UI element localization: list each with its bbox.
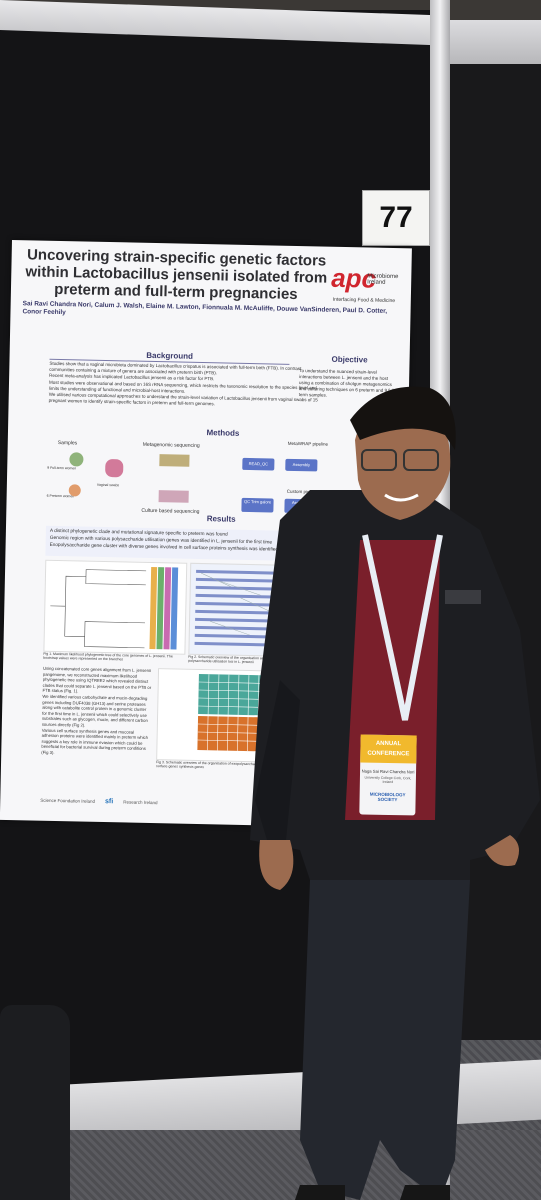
results-side-point: We identified various carbohydrate and m… — [41, 693, 148, 728]
hair — [350, 386, 456, 450]
hand-right — [485, 835, 519, 866]
booth-number-sign: 77 — [362, 190, 430, 246]
shoe-right — [400, 1185, 450, 1200]
fig1-caption: Fig 1. Maximum likelihood phylogenetic t… — [43, 651, 173, 662]
sequencing-icon — [159, 454, 190, 467]
badge-organiser: MICROBIOLOGY SOCIETY — [369, 791, 406, 803]
shoe-left — [295, 1185, 345, 1200]
funder-logo: Research Ireland — [123, 798, 158, 805]
face — [355, 420, 451, 520]
results-side-text: Using concatenated core genes alignment … — [41, 666, 153, 758]
phylogenetic-tree-graphic — [50, 566, 179, 650]
logo-tagline: Interfacing Food & Medicine — [332, 296, 396, 305]
objective-heading: Objective — [331, 354, 368, 365]
methods-label: Metagenomic sequencing — [142, 441, 200, 449]
uterus-icon — [105, 459, 124, 478]
hand-left — [259, 840, 294, 890]
badge-header-line: CONFERENCE — [367, 750, 410, 758]
culture-icon — [158, 490, 189, 503]
board-frame-top-right — [440, 20, 541, 64]
badge-name: Naga Sai Ravi Chandra Nori — [361, 768, 415, 775]
methods-label: Samples — [57, 440, 78, 447]
sample-icon — [69, 452, 84, 467]
methods-label: Vaginal swabs — [96, 482, 120, 488]
funder-logo: Science Foundation Ireland — [40, 797, 96, 804]
jacket-logo — [445, 590, 481, 604]
presenter-person — [250, 386, 540, 1200]
conference-badge: ANNUAL CONFERENCE Naga Sai Ravi Chandra … — [359, 734, 417, 816]
phylogenetic-tree-figure — [43, 559, 188, 655]
results-side-point: Various cell surface synthesis genes and… — [41, 727, 149, 755]
glasses-right — [403, 449, 439, 471]
loci-graphic — [194, 569, 287, 647]
woman-icon — [68, 484, 81, 497]
funder-logo: sfi — [104, 797, 114, 805]
trousers — [300, 880, 470, 1200]
smile — [384, 493, 419, 502]
logo-subtitle: Microbiome Ireland — [367, 273, 399, 286]
lanyard-strap — [362, 534, 443, 721]
backpack — [0, 1005, 70, 1200]
poster-title: Uncovering strain-specific genetic facto… — [21, 246, 332, 303]
badge-institution: University College Cork, Cork, Ireland — [364, 775, 412, 785]
results-side-point: Using concatenated core genes alignment … — [42, 665, 152, 694]
methods-label: 9 Full-term women — [47, 465, 77, 471]
glasses-left — [361, 449, 397, 471]
arm-left — [255, 680, 300, 850]
polysaccharide-loci-figure — [188, 562, 303, 658]
badge-header: ANNUAL CONFERENCE — [360, 734, 417, 764]
